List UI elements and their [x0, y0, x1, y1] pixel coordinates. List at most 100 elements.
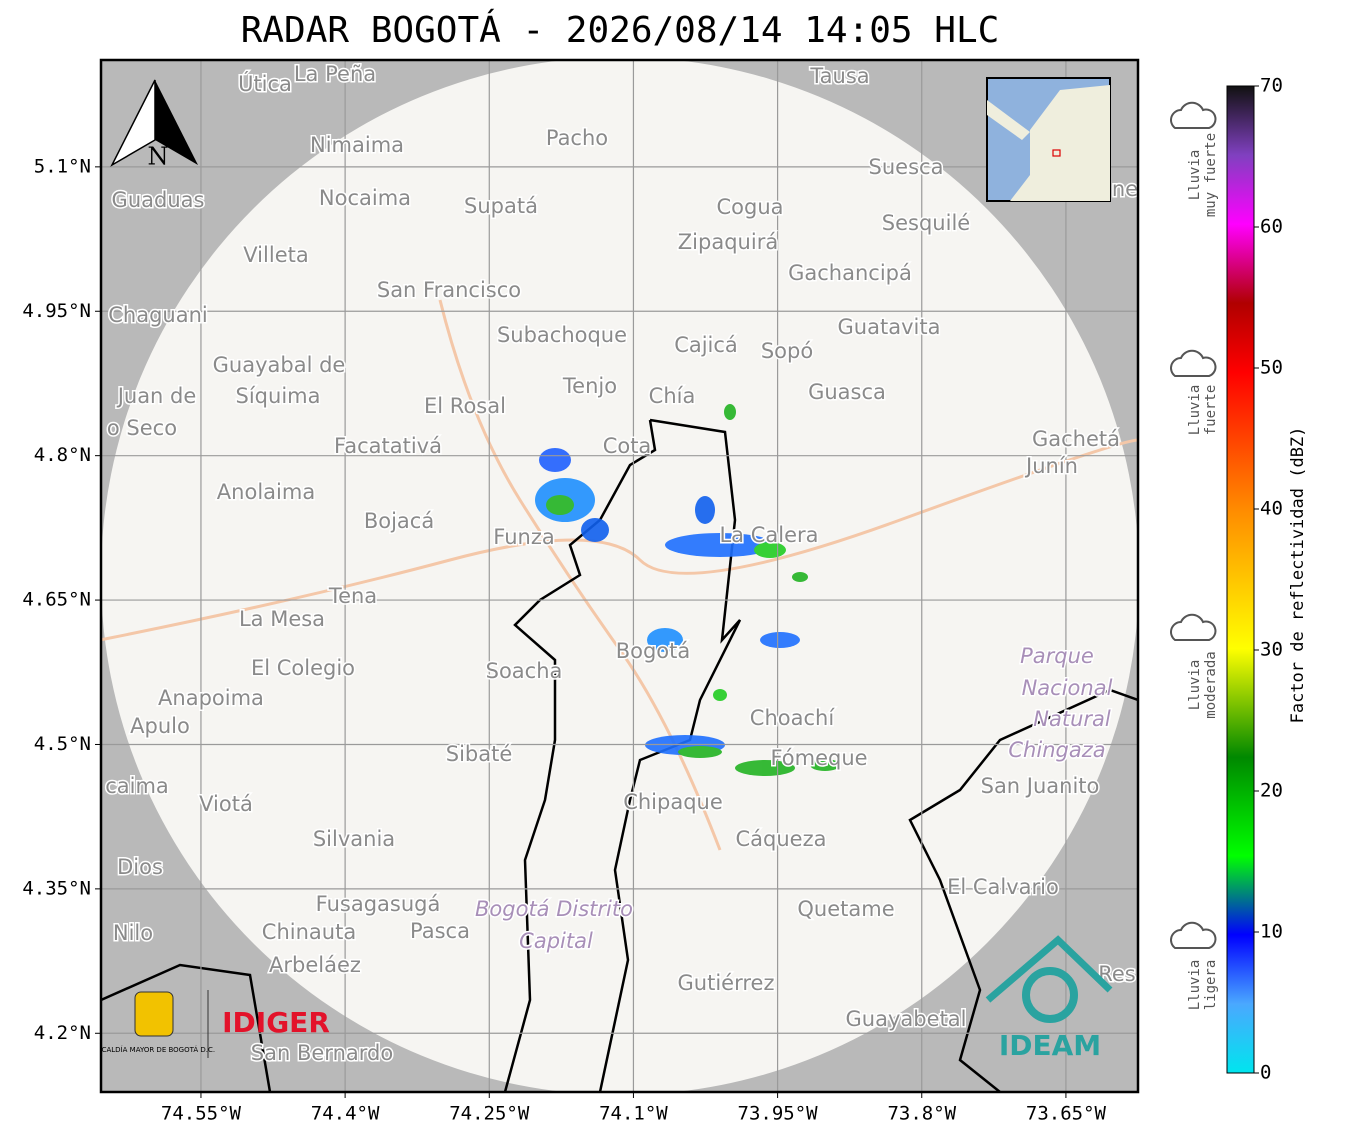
- legend-item: Lluvia fuerte: [1187, 385, 1219, 436]
- map-frame: [99, 58, 1140, 1094]
- legend-icon: [1170, 921, 1217, 949]
- place-label: o Seco: [107, 416, 177, 440]
- colorbar-tick-label: 40: [1260, 498, 1283, 520]
- place-label: Junín: [1024, 454, 1078, 478]
- place-label: Tausa: [809, 64, 869, 88]
- place-label: Fómeque: [770, 746, 867, 770]
- place-label: Subachoque: [497, 323, 627, 347]
- legend-label: Lluvia: [1187, 960, 1203, 1011]
- north-arrow: N: [110, 79, 198, 171]
- y-tick-label: 5.1°N: [34, 155, 91, 177]
- place-label: Zipaquirá: [678, 230, 778, 254]
- road: [101, 438, 1138, 642]
- place-label: caima: [105, 774, 169, 798]
- place-label: Silvania: [313, 827, 395, 851]
- inset-map: [986, 77, 1111, 202]
- place-label: Guayabetal: [846, 1007, 967, 1031]
- legend-item: Lluvia muy fuerte: [1187, 133, 1219, 217]
- place-label: Cota: [603, 434, 652, 458]
- place-label: Chipaque: [623, 790, 723, 814]
- place-label: Nocaima: [319, 186, 411, 210]
- colorbar-label: Factor de reflectividad (dBZ): [1288, 427, 1308, 724]
- place-label: El Rosal: [424, 394, 506, 418]
- x-tick-label: 73.95°W: [738, 1103, 819, 1125]
- map: Útica La Peña Tausa Pacho Nimaima Guaduas Noca…: [101, 60, 1138, 1092]
- y-tick-label: 4.95°N: [22, 300, 91, 322]
- place-label: San Juanito: [981, 774, 1100, 798]
- park-label: Natural: [1033, 707, 1111, 731]
- legend-label: fuerte: [1203, 385, 1219, 436]
- place-label: Apulo: [130, 714, 190, 738]
- boundary: [908, 688, 1138, 1092]
- place-label: ne: [1112, 177, 1138, 201]
- place-label: Bojacá: [364, 509, 434, 533]
- park-label: Nacional: [1022, 676, 1113, 700]
- legend-label: ligera: [1203, 960, 1219, 1011]
- colorbar-tick-label: 70: [1260, 75, 1283, 97]
- colorbar-tick-label: 10: [1260, 921, 1283, 943]
- place-label: Síquima: [236, 384, 321, 408]
- place-label: Dios: [117, 855, 163, 879]
- place-label: Gutiérrez: [678, 971, 775, 995]
- x-tick-label: 74.25°W: [449, 1103, 530, 1125]
- park-label: Chingaza: [1008, 738, 1105, 762]
- park-label: Parque: [1020, 644, 1094, 668]
- y-tick-label: 4.35°N: [22, 877, 91, 899]
- place-label: Facatativá: [334, 434, 442, 458]
- place-label: Supatá: [464, 194, 538, 218]
- legend-item: Lluvia ligera: [1187, 960, 1219, 1011]
- radar-range: [101, 60, 1138, 1092]
- y-tick-label: 4.2°N: [34, 1022, 91, 1044]
- colorbar-tick-label: 60: [1260, 216, 1283, 238]
- place-label: Cáqueza: [736, 827, 827, 851]
- place-label: La Peña: [294, 62, 376, 86]
- place-label: Chía: [649, 384, 696, 408]
- place-label: Anolaima: [217, 480, 315, 504]
- place-label: Quetame: [797, 897, 894, 921]
- radar-echoes: [535, 404, 840, 776]
- place-label: San Francisco: [377, 278, 521, 302]
- colorbar-tick-label: 50: [1260, 357, 1283, 379]
- place-label: Arbeláez: [269, 953, 361, 977]
- place-label: Guayabal de: [213, 353, 346, 377]
- x-tick-label: 74.55°W: [161, 1103, 242, 1125]
- place-label: Gachetá: [1032, 427, 1120, 451]
- x-tick-label: 74.4°W: [311, 1103, 380, 1125]
- y-tick-label: 4.65°N: [22, 589, 91, 611]
- place-label: Villeta: [243, 243, 308, 267]
- y-tick-label: 4.8°N: [34, 444, 91, 466]
- place-label: Tenjo: [562, 374, 617, 398]
- place-label: Chaguani: [108, 303, 208, 327]
- place-label: Fusagasugá: [316, 892, 441, 916]
- place-label: La Mesa: [239, 607, 325, 631]
- place-label: Cajicá: [674, 333, 738, 357]
- place-label: El Colegio: [251, 656, 355, 680]
- legend-label: Lluvia: [1187, 385, 1203, 436]
- y-tick-label: 4.5°N: [34, 733, 91, 755]
- place-label: Sopó: [761, 339, 813, 363]
- colorbar-tick-label: 0: [1260, 1062, 1271, 1084]
- legend-icon: [1170, 101, 1217, 129]
- place-label: El Calvario: [947, 875, 1059, 899]
- place-label: La Calera: [719, 523, 818, 547]
- legend-icon: [1170, 613, 1217, 641]
- x-tick-label: 73.65°W: [1026, 1103, 1107, 1125]
- title: RADAR BOGOTÁ - 2026/08/14 14:05 HLC: [241, 9, 1000, 51]
- place-label: Viotá: [199, 792, 253, 816]
- place-label: Útica: [238, 71, 292, 96]
- colorbar-tick-label: 20: [1260, 780, 1283, 802]
- legend-icon: [1170, 349, 1217, 377]
- logo-idiger: IDIGER: [222, 1006, 330, 1039]
- place-label: Choachí: [750, 706, 836, 730]
- place-label: Funza: [493, 525, 554, 549]
- x-tick-label: 74.1°W: [599, 1103, 668, 1125]
- legend-item: Lluvia moderada: [1187, 651, 1219, 718]
- place-label: Guasca: [808, 380, 886, 404]
- place-label: Anapoima: [158, 686, 264, 710]
- legend-label: muy fuerte: [1203, 133, 1219, 217]
- place-label: Tena: [328, 584, 377, 608]
- place-label: Guatavita: [838, 315, 941, 339]
- place-label: Soacha: [486, 659, 563, 683]
- place-label: San Bernardo: [251, 1041, 393, 1065]
